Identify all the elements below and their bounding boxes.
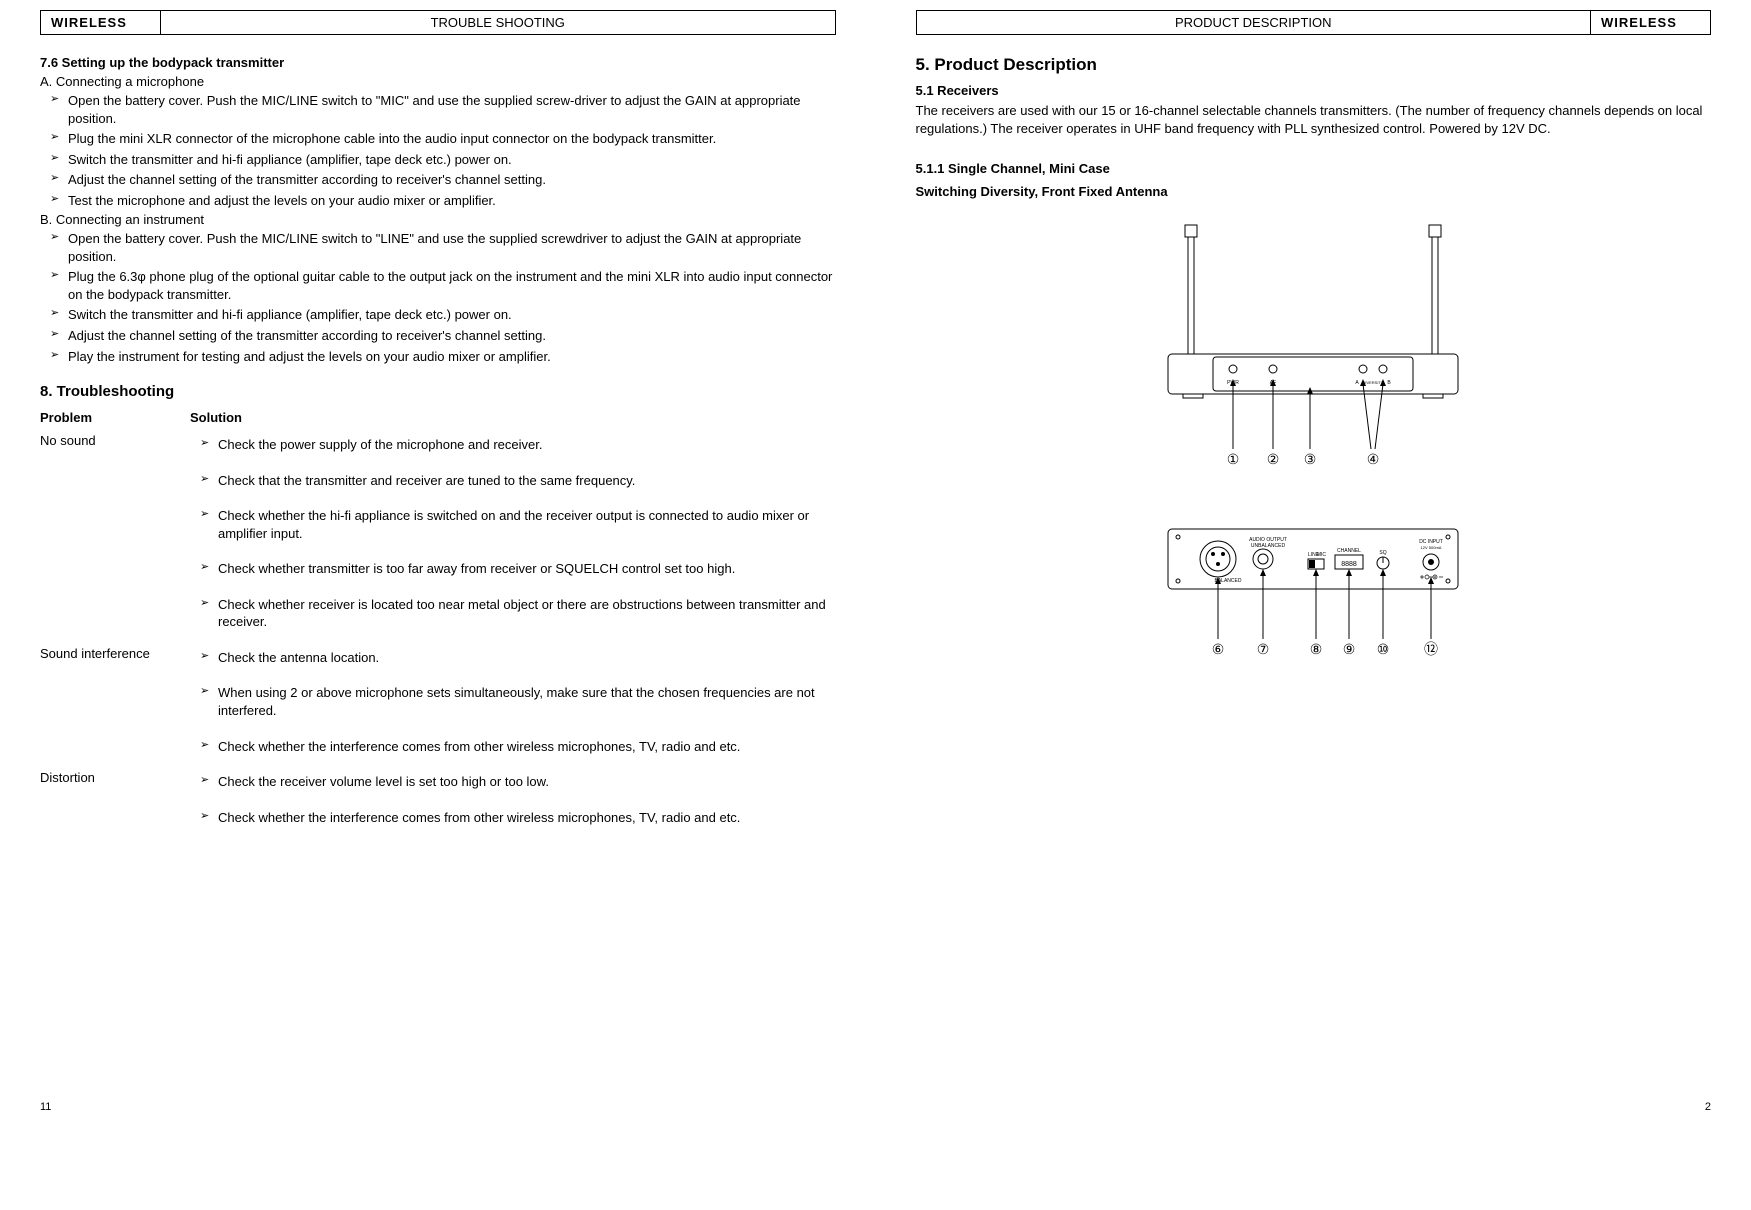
table-row: Check whether the hi-fi appliance is swi… <box>40 502 836 555</box>
table-row: Check that the transmitter and receiver … <box>40 467 836 503</box>
callout-6: ⑥ <box>1212 641 1225 657</box>
list-a: Open the battery cover. Push the MIC/LIN… <box>40 92 836 209</box>
table-row: Sound interference Check the antenna loca… <box>40 644 836 680</box>
section-5-title: 5. Product Description <box>916 55 1712 75</box>
solution-cell: Check whether the interference comes fro… <box>190 733 836 769</box>
front-view-diagram: PWR AF A DIVERSITY B ① ② ③ ④ <box>916 219 1712 499</box>
list-item: Check whether receiver is located too ne… <box>204 596 828 631</box>
section-8-title: 8. Troubleshooting <box>40 383 836 400</box>
callout-12: ⑫ <box>1424 641 1438 657</box>
list-item: Open the battery cover. Push the MIC/LIN… <box>54 92 836 127</box>
solution-cell: Check whether the hi-fi appliance is swi… <box>190 502 836 555</box>
section-5-1-text: The receivers are used with our 15 or 16… <box>916 102 1712 137</box>
label-unbalanced: UNBALANCED <box>1251 543 1286 549</box>
section-5-1-1: 5.1.1 Single Channel, Mini Case <box>916 161 1712 176</box>
callout-7: ⑦ <box>1257 641 1270 657</box>
label-mic: MIC <box>1317 552 1327 558</box>
list-b: Open the battery cover. Push the MIC/LIN… <box>40 230 836 365</box>
problem-cell: Sound interference <box>40 644 190 680</box>
page-number-right: 2 <box>1705 1101 1711 1113</box>
problem-cell <box>40 555 190 591</box>
solution-cell: Check the antenna location. <box>190 644 836 680</box>
subsection-a: A. Connecting a microphone <box>40 74 836 89</box>
callout-8: ⑧ <box>1310 641 1323 657</box>
table-row: Distortion Check the receiver volume leve… <box>40 768 836 804</box>
page-right: PRODUCT DESCRIPTION WIRELESS 5. Product … <box>876 0 1751 1125</box>
problem-cell <box>40 502 190 555</box>
th-solution: Solution <box>190 410 836 431</box>
problem-cell: Distortion <box>40 768 190 804</box>
header-wireless-right: WIRELESS <box>1590 11 1710 34</box>
label-sq: SQ <box>1380 550 1387 556</box>
section-5-1: 5.1 Receivers <box>916 83 1712 98</box>
list-item: Switch the transmitter and hi-fi applian… <box>54 306 836 324</box>
list-item: Check that the transmitter and receiver … <box>204 472 828 490</box>
section-5-1-1b: Switching Diversity, Front Fixed Antenna <box>916 184 1712 199</box>
solution-cell: Check the receiver volume level is set t… <box>190 768 836 804</box>
list-item: Check whether the interference comes fro… <box>204 738 828 756</box>
table-row: Check whether transmitter is too far awa… <box>40 555 836 591</box>
table-row: Check whether the interference comes fro… <box>40 733 836 769</box>
section-7-6-title: 7.6 Setting up the bodypack transmitter <box>40 55 836 70</box>
subsection-b: B. Connecting an instrument <box>40 212 836 227</box>
problem-cell <box>40 679 190 732</box>
problem-cell <box>40 733 190 769</box>
problem-cell <box>40 591 190 644</box>
list-item: Plug the 6.3φ phone plug of the optional… <box>54 268 836 303</box>
list-item: Adjust the channel setting of the transm… <box>54 327 836 345</box>
table-row: Check whether the interference comes fro… <box>40 804 836 840</box>
page-left: WIRELESS TROUBLE SHOOTING 7.6 Setting up… <box>0 0 876 1125</box>
list-item: Switch the transmitter and hi-fi applian… <box>54 151 836 169</box>
list-item: Check the receiver volume level is set t… <box>204 773 828 791</box>
header-title: TROUBLE SHOOTING <box>161 11 835 34</box>
list-item: Check the antenna location. <box>204 649 828 667</box>
callout-10: ⑩ <box>1377 641 1390 657</box>
header-left: WIRELESS TROUBLE SHOOTING <box>40 10 836 35</box>
header-wireless: WIRELESS <box>41 11 161 34</box>
table-row: Check whether receiver is located too ne… <box>40 591 836 644</box>
list-item: When using 2 or above microphone sets si… <box>204 684 828 719</box>
list-item: Play the instrument for testing and adju… <box>54 348 836 366</box>
problem-cell <box>40 804 190 840</box>
troubleshooting-table: Problem Solution No sound Check the power… <box>40 410 836 839</box>
svg-text:8888: 8888 <box>1341 561 1357 568</box>
solution-cell: Check whether the interference comes fro… <box>190 804 836 840</box>
label-diversity: DIVERSITY <box>1363 380 1384 385</box>
list-item: Plug the mini XLR connector of the micro… <box>54 130 836 148</box>
list-item: Check whether the interference comes fro… <box>204 809 828 827</box>
solution-cell: Check that the transmitter and receiver … <box>190 467 836 503</box>
rear-view-diagram: 8888 AUDIO OUTPUT UNBALANCED BALANCED LI… <box>916 519 1712 699</box>
header-title-right: PRODUCT DESCRIPTION <box>917 11 1591 34</box>
list-item: Open the battery cover. Push the MIC/LIN… <box>54 230 836 265</box>
callout-9: ⑨ <box>1343 641 1356 657</box>
list-item: Check whether the hi-fi appliance is swi… <box>204 507 828 542</box>
list-item: Adjust the channel setting of the transm… <box>54 171 836 189</box>
list-item: Test the microphone and adjust the level… <box>54 192 836 210</box>
solution-cell: When using 2 or above microphone sets si… <box>190 679 836 732</box>
solution-cell: Check whether receiver is located too ne… <box>190 591 836 644</box>
solution-cell: Check the power supply of the microphone… <box>190 431 836 467</box>
callout-3: ③ <box>1304 451 1317 467</box>
table-row: When using 2 or above microphone sets si… <box>40 679 836 732</box>
callout-2: ② <box>1267 451 1280 467</box>
table-row: No sound Check the power supply of the mi… <box>40 431 836 467</box>
problem-cell: No sound <box>40 431 190 467</box>
header-right: PRODUCT DESCRIPTION WIRELESS <box>916 10 1712 35</box>
th-problem: Problem <box>40 410 190 431</box>
solution-cell: Check whether transmitter is too far awa… <box>190 555 836 591</box>
list-item: Check the power supply of the microphone… <box>204 436 828 454</box>
list-item: Check whether transmitter is too far awa… <box>204 560 828 578</box>
problem-cell <box>40 467 190 503</box>
callout-4: ④ <box>1367 451 1380 467</box>
callout-1: ① <box>1227 451 1240 467</box>
page-number-left: 11 <box>40 1101 51 1113</box>
label-dc-spec: 12V 500mA <box>1421 545 1442 550</box>
label-channel: CHANNEL <box>1337 548 1361 554</box>
